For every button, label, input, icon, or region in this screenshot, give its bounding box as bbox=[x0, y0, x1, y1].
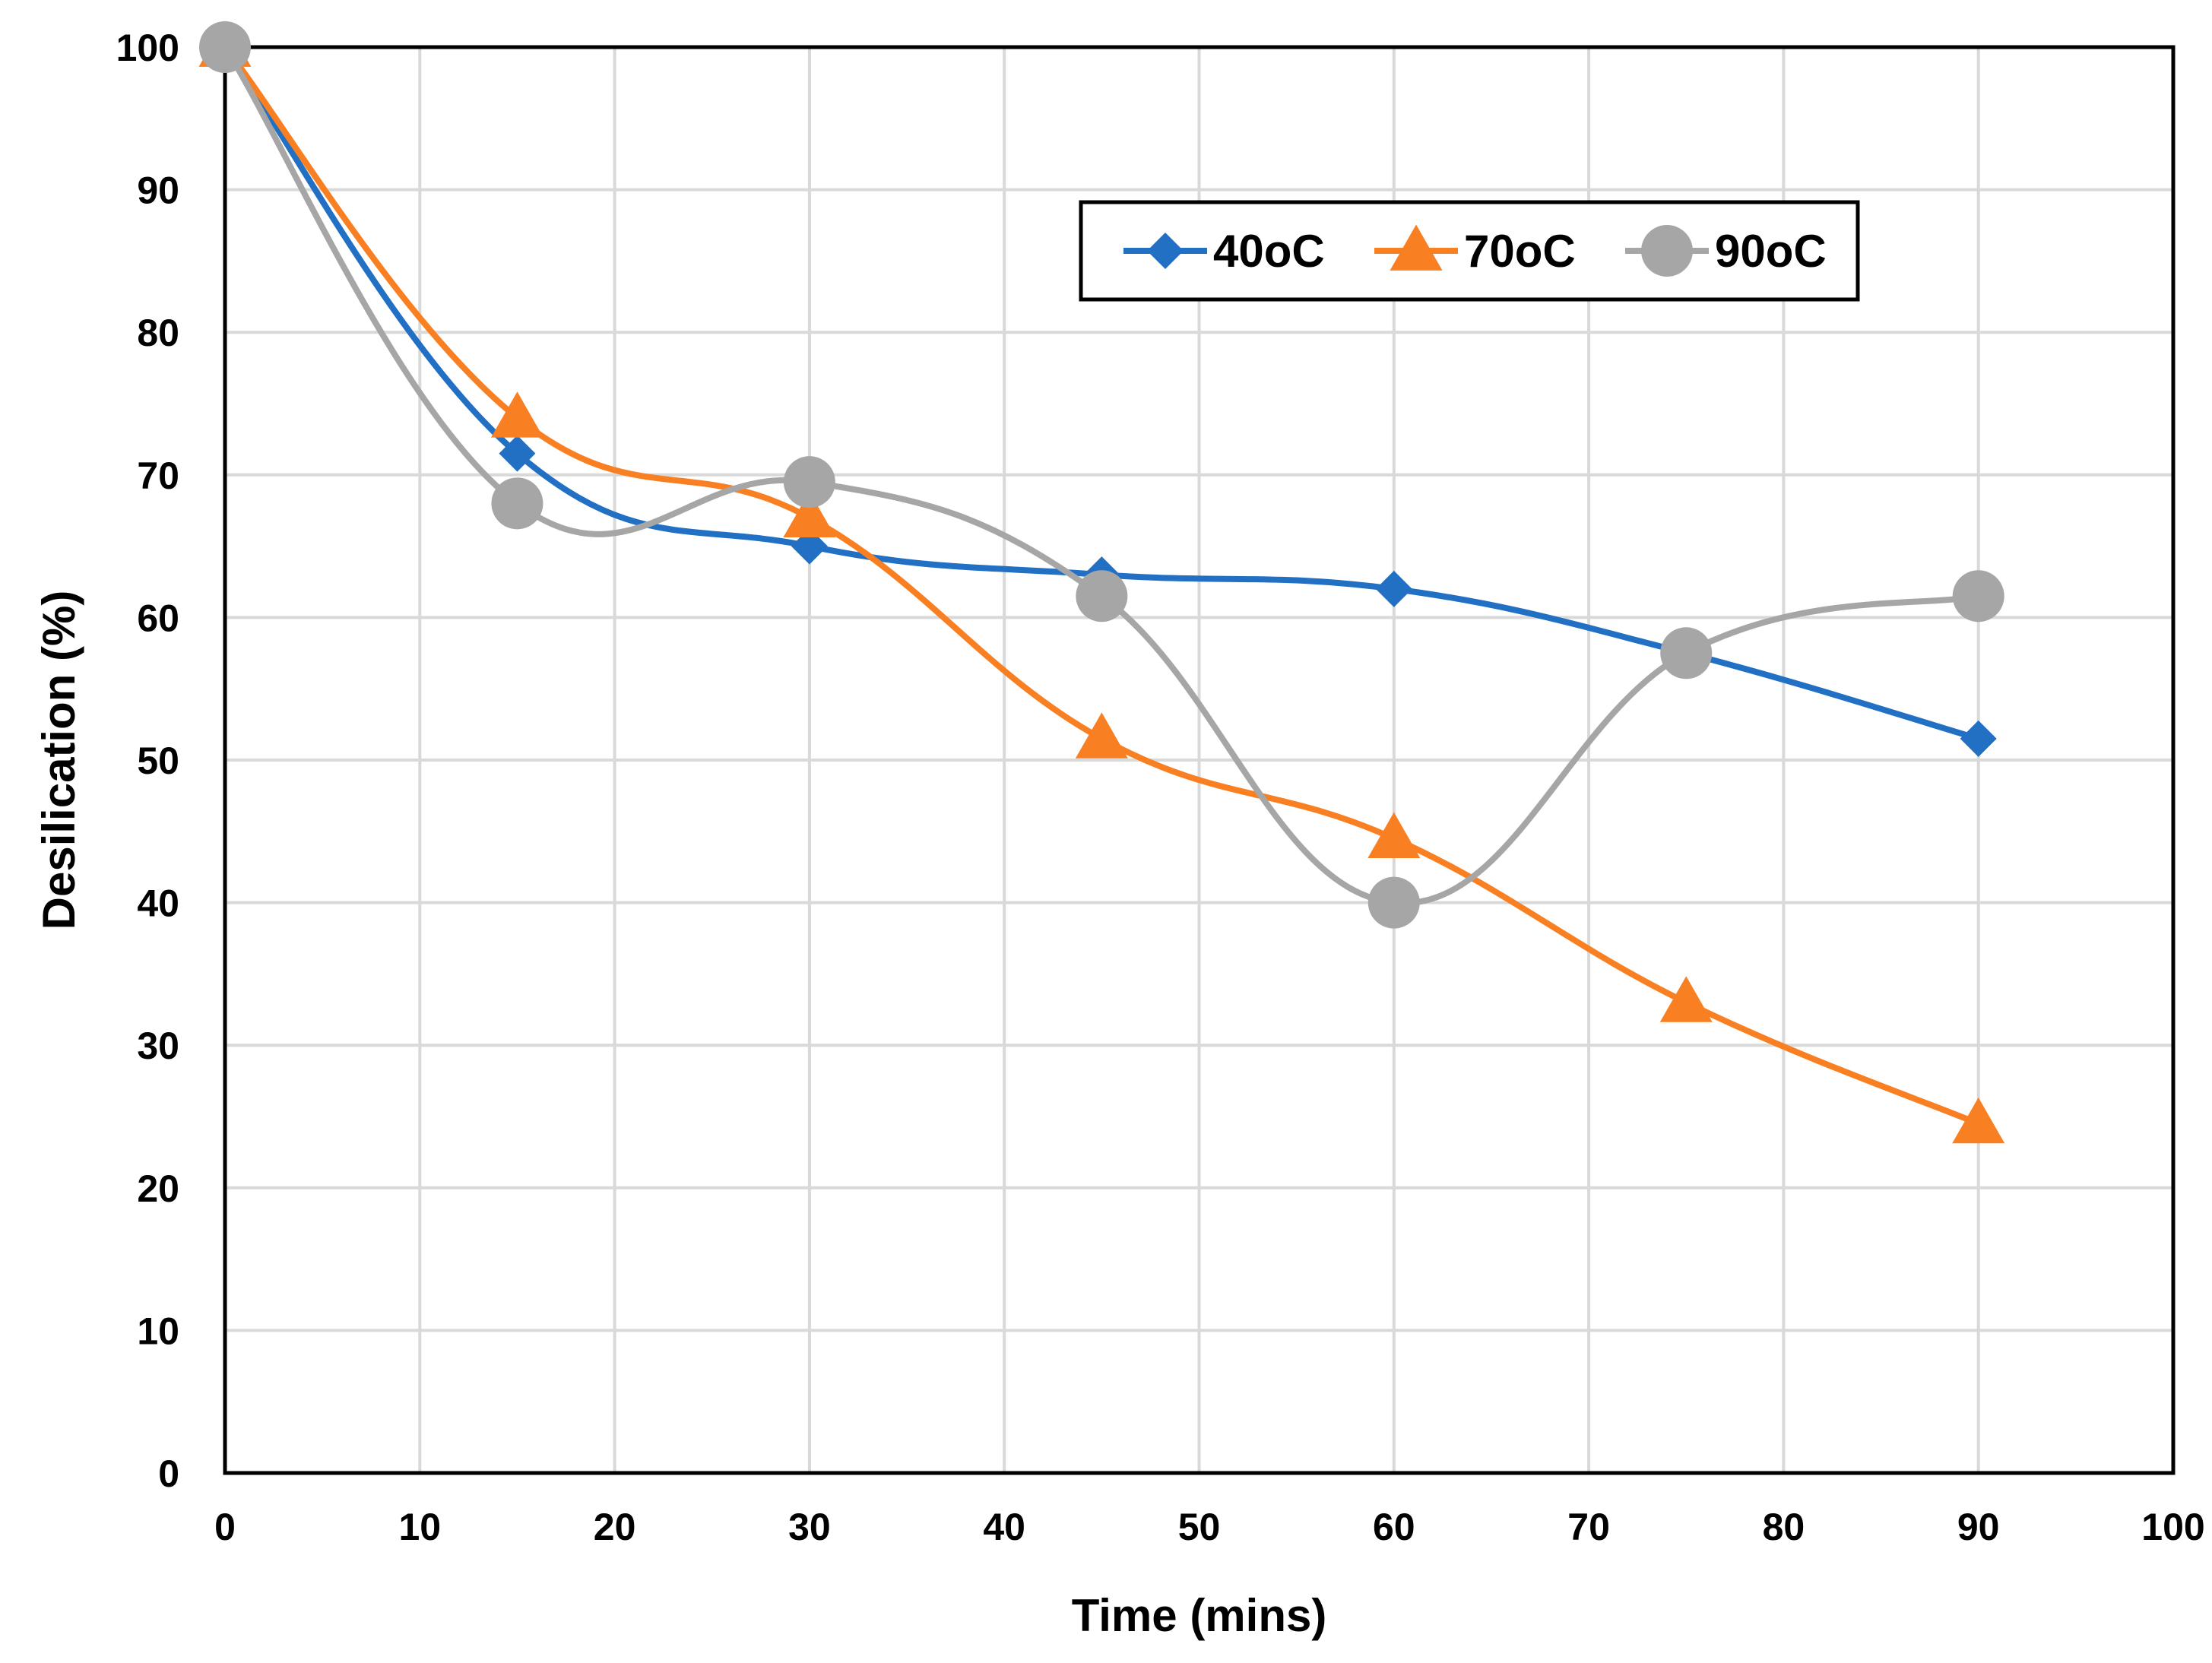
x-axis-title: Time (mins) bbox=[1072, 1590, 1327, 1641]
x-axis: 0 10 20 30 40 50 60 70 80 90 100 bbox=[214, 1506, 2205, 1548]
legend-marker bbox=[1390, 224, 1443, 271]
series-90oC bbox=[199, 21, 2004, 929]
plot-area bbox=[223, 45, 2176, 1475]
y-axis: 0 10 20 30 40 50 60 70 80 90 100 bbox=[116, 27, 179, 1495]
data-point-40oC bbox=[1375, 570, 1412, 607]
data-point-90oC bbox=[1952, 570, 2004, 622]
legend-item-70oC: 70oC bbox=[1374, 224, 1576, 277]
legend-label: 90oC bbox=[1715, 226, 1827, 277]
data-point-70oC bbox=[1367, 812, 1421, 859]
data-point-40oC bbox=[1960, 720, 1997, 757]
y-tick-label: 50 bbox=[137, 740, 179, 782]
x-tick-label: 90 bbox=[1957, 1506, 2000, 1548]
data-point-70oC bbox=[1075, 712, 1128, 759]
legend-marker bbox=[1641, 225, 1693, 277]
data-point-90oC bbox=[1660, 627, 1713, 679]
y-tick-label: 0 bbox=[158, 1452, 179, 1495]
y-tick-label: 20 bbox=[137, 1167, 179, 1210]
data-point-90oC bbox=[1076, 570, 1128, 622]
x-tick-label: 100 bbox=[2141, 1506, 2204, 1548]
x-tick-label: 30 bbox=[788, 1506, 831, 1548]
x-tick-label: 70 bbox=[1567, 1506, 1610, 1548]
data-point-90oC bbox=[783, 456, 835, 508]
data-point-70oC bbox=[490, 391, 543, 438]
legend: 40oC 70oC 90oC bbox=[1079, 200, 1860, 302]
data-point-70oC bbox=[783, 491, 836, 537]
legend-label: 70oC bbox=[1464, 226, 1576, 277]
y-tick-label: 100 bbox=[116, 27, 179, 69]
x-tick-label: 60 bbox=[1373, 1506, 1415, 1548]
y-tick-label: 30 bbox=[137, 1025, 179, 1067]
legend-box bbox=[1079, 200, 1860, 302]
y-tick-label: 10 bbox=[137, 1310, 179, 1352]
y-tick-label: 80 bbox=[137, 312, 179, 354]
legend-marker bbox=[1147, 233, 1184, 269]
x-tick-label: 20 bbox=[594, 1506, 636, 1548]
x-tick-label: 80 bbox=[1763, 1506, 1805, 1548]
y-axis-title: Desilication (%) bbox=[33, 591, 84, 930]
x-tick-label: 10 bbox=[398, 1506, 441, 1548]
data-point-40oC bbox=[499, 435, 536, 472]
series-40oC bbox=[207, 29, 1997, 757]
y-tick-label: 90 bbox=[137, 169, 179, 212]
y-tick-label: 40 bbox=[137, 882, 179, 925]
y-tick-label: 60 bbox=[137, 597, 179, 639]
x-tick-label: 40 bbox=[983, 1506, 1025, 1548]
data-point-70oC bbox=[1659, 976, 1713, 1022]
x-tick-label: 0 bbox=[214, 1506, 236, 1548]
data-point-70oC bbox=[1952, 1097, 2005, 1144]
data-point-90oC bbox=[1367, 876, 1420, 929]
data-point-90oC bbox=[199, 21, 251, 73]
legend-item-40oC: 40oC bbox=[1123, 226, 1325, 277]
legend-item-90oC: 90oC bbox=[1625, 225, 1827, 277]
y-tick-label: 70 bbox=[137, 455, 179, 497]
legend-label: 40oC bbox=[1213, 226, 1325, 277]
x-tick-label: 50 bbox=[1178, 1506, 1221, 1548]
data-point-90oC bbox=[491, 477, 543, 530]
series-layer bbox=[198, 21, 2005, 1144]
